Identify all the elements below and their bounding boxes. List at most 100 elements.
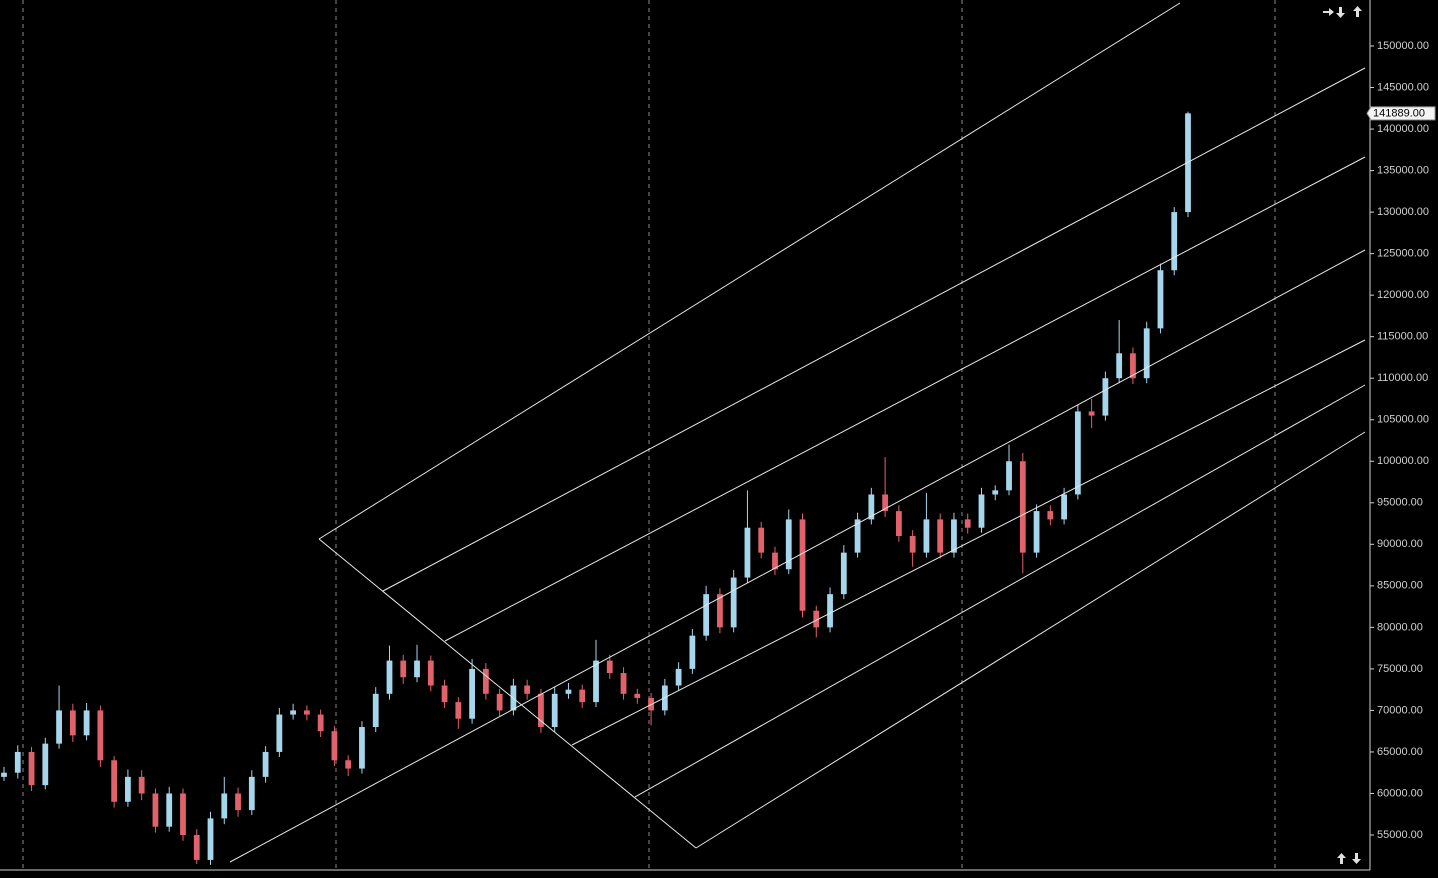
candle-body — [703, 594, 710, 636]
candle-body — [634, 693, 641, 698]
candle-body — [1171, 212, 1178, 271]
pitchfork-line — [634, 384, 1366, 798]
candle-body — [620, 673, 627, 694]
candle-body — [565, 689, 572, 694]
y-axis-ticks: 55000.00 60000.00 65000.00 70000.00 75000.00… — [1370, 40, 1429, 841]
candle-body — [538, 693, 544, 728]
candle-body — [69, 710, 76, 736]
y-tick-label: 115000.00 — [1377, 331, 1428, 343]
pitchfork — [229, 2, 1366, 863]
candle-body — [180, 793, 186, 836]
y-tick-label: 135000.00 — [1377, 164, 1429, 176]
pitchfork-line — [695, 431, 1366, 849]
candle-body — [1047, 511, 1054, 520]
candle-body — [799, 519, 806, 611]
candle-body — [317, 714, 324, 732]
candle-body — [14, 751, 21, 773]
candle-body — [937, 519, 944, 553]
y-tick-label: 70000.00 — [1377, 704, 1423, 716]
pitchfork-handle — [318, 538, 697, 849]
y-tick-label: 95000.00 — [1377, 497, 1423, 509]
pitchfork-line — [229, 249, 1366, 863]
y-tick-label: 80000.00 — [1377, 621, 1423, 633]
candle-body — [166, 793, 173, 827]
candle-body — [1143, 328, 1150, 379]
candle-body — [83, 710, 90, 736]
y-tick-label: 85000.00 — [1377, 580, 1423, 592]
y-tick-label: 145000.00 — [1377, 81, 1429, 93]
candle-body — [1019, 461, 1026, 553]
candle-body — [56, 710, 62, 744]
candle-body — [840, 552, 847, 595]
candle-body — [524, 685, 531, 694]
y-tick-label: 55000.00 — [1377, 829, 1423, 841]
candle-body — [551, 693, 558, 728]
candle-body — [868, 494, 875, 520]
candle-body — [1116, 353, 1123, 379]
pitchfork-line — [318, 2, 1181, 540]
pitchfork-line — [571, 339, 1366, 746]
candle-body — [827, 594, 833, 628]
candle-body — [455, 702, 462, 719]
candle-body — [744, 527, 751, 578]
candle-body — [964, 519, 971, 528]
candle-body — [717, 594, 723, 628]
candle-body — [400, 660, 407, 678]
scale-up-button[interactable] — [1337, 853, 1346, 864]
candle-body — [290, 710, 297, 715]
candle-body — [606, 660, 613, 674]
last-price-label: 141889.00 — [1373, 107, 1425, 119]
scale-down-button[interactable] — [1352, 853, 1361, 864]
candle-body — [909, 536, 916, 553]
scroll-right-button[interactable] — [1323, 8, 1334, 16]
candle-body — [1088, 411, 1095, 416]
candle-body — [882, 494, 889, 512]
y-tick-label: 90000.00 — [1377, 538, 1423, 550]
candle-body — [1130, 353, 1136, 379]
candle-body — [1006, 461, 1012, 491]
scroll-up-button[interactable] — [1353, 6, 1362, 17]
candle-body — [689, 635, 696, 669]
candle-body — [42, 743, 49, 786]
candle-body — [951, 519, 957, 553]
candle-body — [1033, 511, 1040, 553]
time-grid — [22, 0, 1276, 870]
candle-body — [414, 660, 420, 678]
y-tick-label: 65000.00 — [1377, 746, 1423, 758]
candle-body — [482, 668, 489, 694]
y-tick-label: 60000.00 — [1377, 787, 1423, 799]
scroll-down-button[interactable] — [1336, 7, 1345, 18]
candle-body — [372, 693, 379, 728]
y-tick-label: 150000.00 — [1377, 40, 1429, 52]
y-tick-label: 130000.00 — [1377, 206, 1429, 218]
pitchfork-line — [382, 67, 1366, 592]
y-tick-label: 120000.00 — [1377, 289, 1429, 301]
pitchfork-line — [444, 156, 1366, 642]
y-tick-label: 75000.00 — [1377, 663, 1423, 675]
candle-body — [441, 685, 448, 703]
y-tick-label: 100000.00 — [1377, 455, 1429, 467]
candle-body — [1157, 270, 1164, 329]
candle-body — [331, 731, 338, 761]
candle-body — [675, 668, 682, 686]
candle-body — [427, 660, 434, 686]
candle-body — [895, 511, 902, 537]
candle-body — [593, 660, 599, 703]
scroll-buttons[interactable] — [1323, 6, 1362, 864]
candle-body — [992, 490, 999, 495]
last-price-marker: 141889.00 — [1366, 106, 1436, 121]
y-tick-label: 110000.00 — [1377, 372, 1428, 384]
y-tick-label: 140000.00 — [1377, 123, 1429, 135]
candle-body — [1, 772, 7, 777]
candle-body — [125, 776, 131, 802]
candle-body — [386, 660, 393, 694]
y-tick-label: 105000.00 — [1377, 414, 1429, 426]
candle-body — [758, 527, 765, 553]
candle-body — [1102, 378, 1109, 416]
candle-body — [235, 793, 241, 811]
candle-body — [1061, 494, 1067, 520]
candle-body — [772, 552, 778, 570]
candle-body — [813, 610, 820, 628]
